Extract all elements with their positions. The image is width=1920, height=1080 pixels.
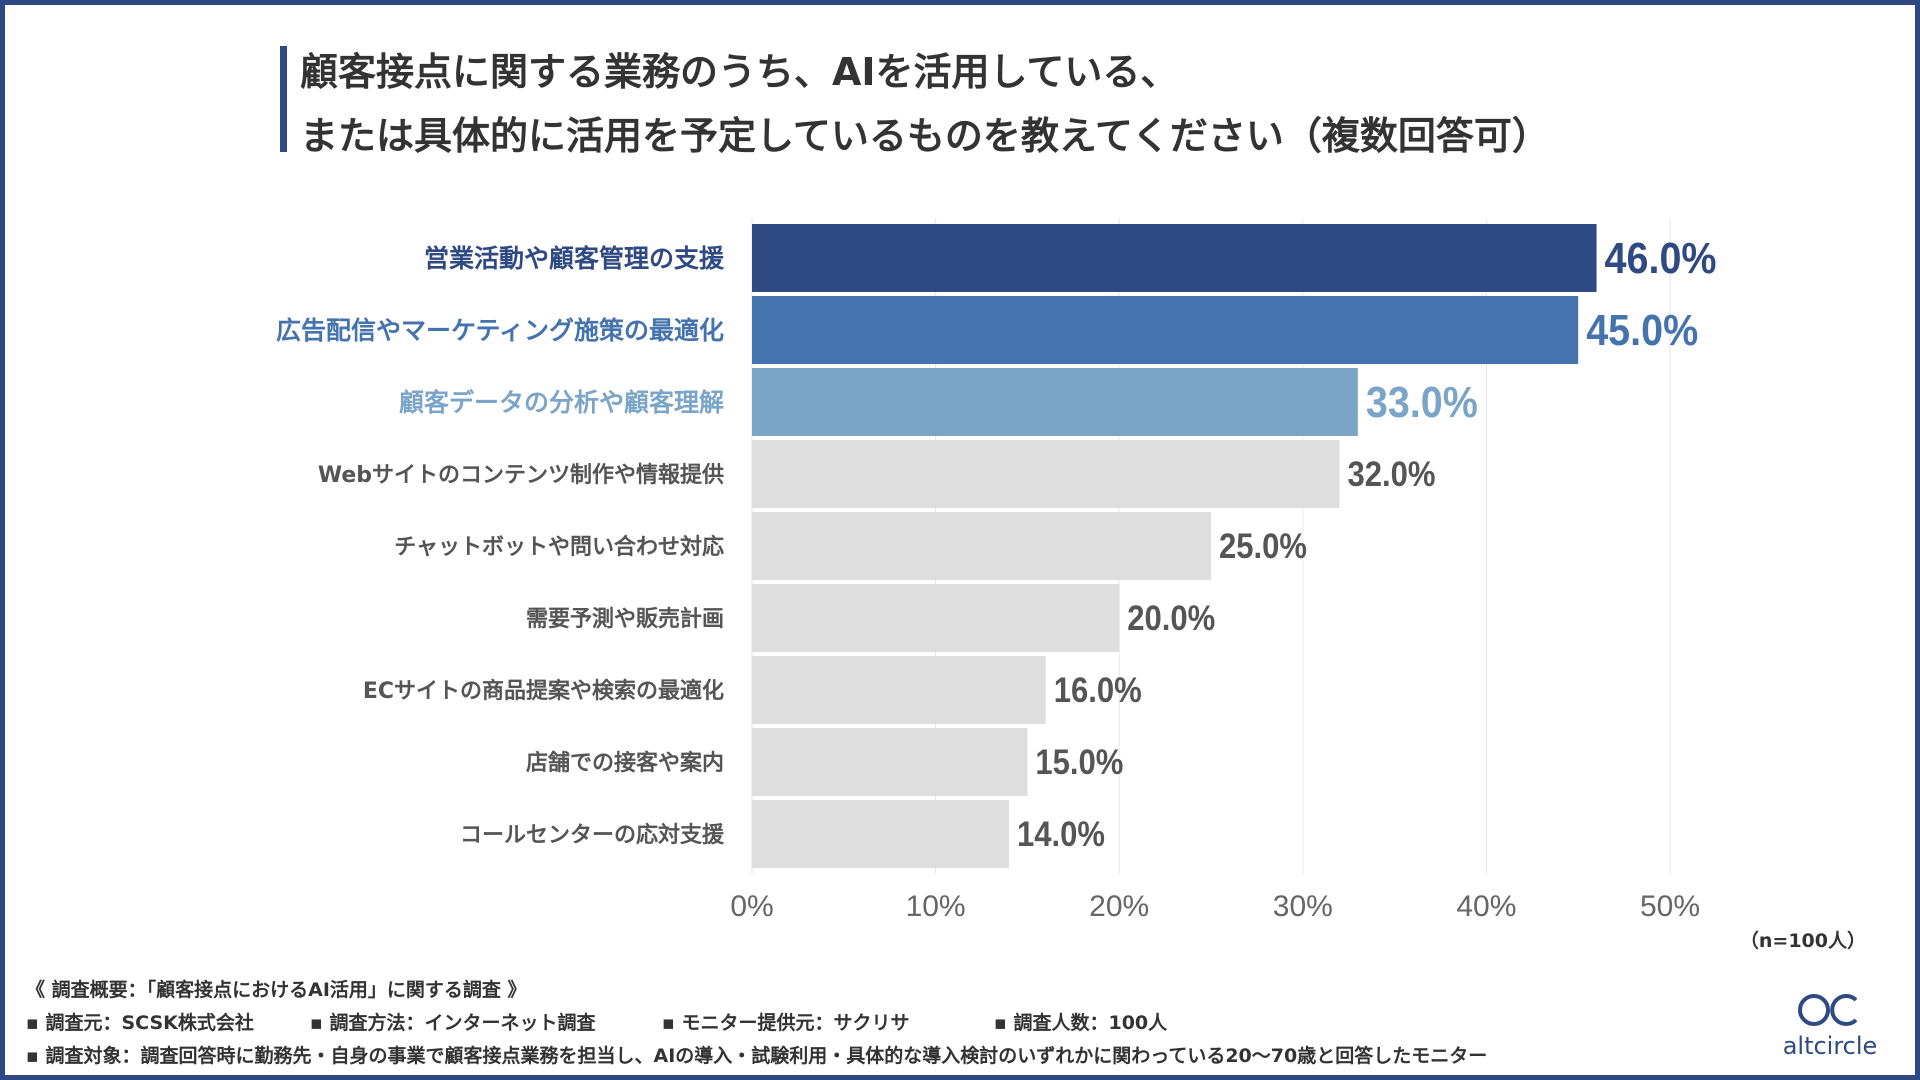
value-label-2: 33.0% <box>1366 378 1478 427</box>
title-accent-bar <box>280 46 287 152</box>
survey-item-method: ▪ 調査方法：インターネット調査 <box>310 1012 596 1034</box>
bar-3 <box>752 440 1340 508</box>
bar-4 <box>752 512 1211 580</box>
sample-size-note: （n=100人） <box>1739 930 1866 952</box>
tick-label-3: 30% <box>1273 890 1333 923</box>
survey-item-provider: ▪ モニター提供元：サクリサ <box>662 1012 910 1034</box>
category-label-5: 需要予測や販売計画 <box>526 606 724 632</box>
bar-6 <box>752 656 1046 724</box>
bar-5 <box>752 584 1120 652</box>
bar-2 <box>752 368 1358 436</box>
value-label-6: 16.0% <box>1054 671 1142 710</box>
bar-7 <box>752 728 1028 796</box>
survey-items-row: ▪ 調査元：SCSK株式会社 ▪ 調査方法：インターネット調査 ▪ モニター提供元：… <box>26 1007 1487 1040</box>
bar-8 <box>752 800 1010 868</box>
bar-0 <box>752 224 1597 292</box>
category-label-2: 顧客データの分析や顧客理解 <box>399 388 724 417</box>
tick-label-4: 40% <box>1456 890 1516 923</box>
value-label-4: 25.0% <box>1219 527 1307 566</box>
altcircle-logo: altcircle <box>1770 988 1890 1060</box>
category-label-7: 店舗での接客や案内 <box>526 750 724 776</box>
value-label-8: 14.0% <box>1017 815 1105 854</box>
value-label-5: 20.0% <box>1127 599 1215 638</box>
survey-item-count: ▪ 調査人数：100人 <box>994 1012 1168 1034</box>
category-label-8: コールセンターの応対支援 <box>460 822 725 848</box>
survey-summary: 《 調査概要：「顧客接点におけるAI活用」に関する調査 》 <box>26 979 527 1001</box>
category-label-4: チャットボットや問い合わせ対応 <box>394 534 724 560</box>
survey-item-source: ▪ 調査元：SCSK株式会社 <box>26 1012 254 1034</box>
chart-title-line1: 顧客接点に関する業務のうち、AIを活用している、 <box>300 50 1179 94</box>
tick-label-0: 0% <box>730 890 773 923</box>
tick-label-1: 10% <box>906 890 966 923</box>
bar-1 <box>752 296 1579 364</box>
value-label-3: 32.0% <box>1348 455 1436 494</box>
chart-title: 顧客接点に関する業務のうち、AIを活用している、 または具体的に活用を予定してい… <box>300 40 1800 168</box>
value-label-7: 15.0% <box>1035 743 1123 782</box>
tick-label-5: 50% <box>1640 890 1700 923</box>
category-label-6: ECサイトの商品提案や検索の最適化 <box>363 678 724 704</box>
value-label-0: 46.0% <box>1605 234 1717 283</box>
survey-footer: 《 調査概要：「顧客接点におけるAI活用」に関する調査 》 ▪ 調査元：SCSK… <box>26 974 1487 1073</box>
value-label-1: 45.0% <box>1586 306 1698 355</box>
chart-title-line2: または具体的に活用を予定しているものを教えてください（複数回答可） <box>300 114 1550 158</box>
altcircle-logo-text: altcircle <box>1782 1032 1878 1060</box>
tick-label-2: 20% <box>1089 890 1149 923</box>
altcircle-logo-icon <box>1798 994 1858 1026</box>
category-label-0: 営業活動や顧客管理の支援 <box>424 244 725 273</box>
survey-target: ▪ 調査対象：調査回答時に勤務先・自身の事業で顧客接点業務を担当し、AIの導入・… <box>26 1045 1488 1067</box>
category-label-3: Webサイトのコンテンツ制作や情報提供 <box>318 462 724 488</box>
category-label-1: 広告配信やマーケティング施策の最適化 <box>276 316 724 345</box>
